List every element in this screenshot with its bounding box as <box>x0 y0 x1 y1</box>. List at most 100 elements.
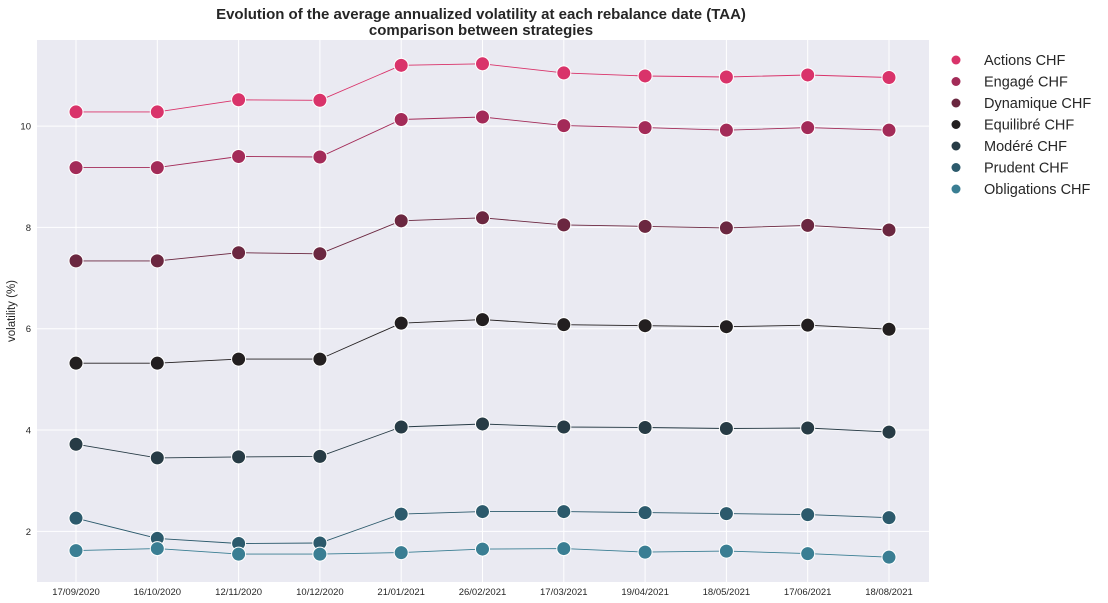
x-tick-label: 21/01/2021 <box>377 587 425 598</box>
legend-marker <box>951 163 961 172</box>
data-point <box>393 315 409 331</box>
data-point <box>637 218 653 234</box>
data-point <box>800 120 816 136</box>
data-point <box>556 419 572 435</box>
legend-marker <box>951 98 961 108</box>
data-point <box>149 104 165 120</box>
y-tick-label: 2 <box>26 527 31 538</box>
data-point <box>149 450 165 466</box>
chart-subtitle: comparison between strategies <box>369 22 593 39</box>
legend-item: Engagé CHF <box>951 75 1068 91</box>
x-tick-labels: 17/09/2020 16/10/2020 12/11/2020 10/12/2020… <box>52 587 913 598</box>
x-tick-label: 16/10/2020 <box>134 587 182 598</box>
data-point <box>149 355 165 371</box>
data-point <box>475 312 490 328</box>
data-point <box>637 505 653 521</box>
data-point <box>800 546 816 562</box>
data-point <box>475 504 490 520</box>
data-point <box>718 421 734 437</box>
data-point <box>312 246 328 262</box>
legend-label: Engagé CHF <box>984 75 1068 91</box>
legend: Actions CHF Engagé CHF Dynamique CHF Equili… <box>951 53 1091 198</box>
y-tick-label: 10 <box>20 122 31 133</box>
data-point <box>800 507 816 523</box>
data-point <box>231 546 247 562</box>
x-tick-label: 18/05/2021 <box>703 587 751 598</box>
legend-item: Equilibré CHF <box>951 118 1074 134</box>
x-tick-label: 18/08/2021 <box>865 587 913 598</box>
data-point <box>475 210 490 226</box>
legend-item: Prudent CHF <box>951 161 1069 177</box>
legend-item: Modéré CHF <box>951 139 1067 155</box>
chart-title: Evolution of the average annualized vola… <box>216 6 746 23</box>
data-point <box>637 68 653 84</box>
data-point <box>312 448 328 464</box>
series-2 <box>68 109 897 176</box>
data-point <box>556 317 572 333</box>
data-point <box>475 56 490 72</box>
x-tick-label: 19/04/2021 <box>621 587 669 598</box>
x-tick-label: 17/06/2021 <box>784 587 832 598</box>
data-point <box>556 217 572 233</box>
data-point <box>718 319 734 335</box>
data-point <box>68 160 84 176</box>
y-tick-label: 6 <box>26 324 31 335</box>
data-point <box>718 69 734 85</box>
series-4 <box>68 312 897 371</box>
data-point <box>393 112 409 128</box>
data-point <box>637 420 653 436</box>
data-point <box>393 419 409 435</box>
data-point <box>149 253 165 269</box>
data-point <box>556 504 572 520</box>
data-point <box>68 253 84 269</box>
data-point <box>718 506 734 522</box>
data-point <box>393 57 409 73</box>
data-point <box>881 122 897 138</box>
x-tick-label: 17/03/2021 <box>540 587 588 598</box>
data-point <box>881 424 897 440</box>
data-point <box>231 245 247 261</box>
legend-label: Dynamique CHF <box>984 96 1091 112</box>
data-point <box>312 546 328 562</box>
legend-marker <box>951 55 961 65</box>
legend-item: Obligations CHF <box>951 182 1091 198</box>
data-point <box>68 355 84 371</box>
x-tick-label: 26/02/2021 <box>459 587 507 598</box>
data-point <box>556 118 572 134</box>
data-point <box>68 104 84 120</box>
data-point <box>68 543 84 559</box>
data-point <box>393 545 409 561</box>
data-point <box>475 109 490 125</box>
data-point <box>475 541 490 557</box>
data-point <box>800 67 816 83</box>
legend-marker <box>951 184 961 194</box>
data-point <box>637 544 653 560</box>
y-tick-label: 4 <box>26 426 31 437</box>
legend-item: Actions CHF <box>951 53 1066 69</box>
legend-label: Obligations CHF <box>984 182 1091 198</box>
data-point <box>718 122 734 138</box>
legend-marker <box>951 77 961 86</box>
data-point <box>881 222 897 238</box>
legend-label: Actions CHF <box>984 53 1066 69</box>
data-point <box>231 449 247 465</box>
series-1 <box>68 56 897 120</box>
legend-label: Prudent CHF <box>984 161 1069 177</box>
series-7 <box>68 541 897 565</box>
legend-label: Equilibré CHF <box>984 118 1074 134</box>
data-point <box>800 420 816 436</box>
data-point <box>881 549 897 565</box>
x-tick-label: 12/11/2020 <box>215 587 262 598</box>
data-point <box>556 65 572 81</box>
data-point <box>800 217 816 233</box>
data-point <box>881 69 897 85</box>
data-point <box>312 351 328 367</box>
data-point <box>68 510 84 526</box>
series-3 <box>68 210 897 269</box>
data-point <box>800 317 816 333</box>
data-point <box>881 510 897 526</box>
legend-label: Modéré CHF <box>984 139 1067 155</box>
data-point <box>718 543 734 559</box>
data-point <box>68 436 84 452</box>
data-point <box>637 120 653 136</box>
